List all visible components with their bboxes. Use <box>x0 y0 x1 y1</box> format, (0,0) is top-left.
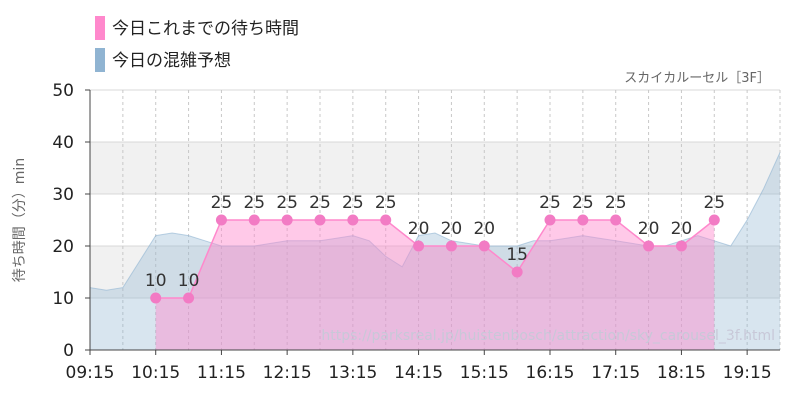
source-annotation: https://parksreal.jp/huistenbosch/attrac… <box>321 328 775 344</box>
data-point <box>675 240 687 252</box>
x-tick-label: 19:15 <box>723 363 772 383</box>
legend-swatch <box>95 48 105 72</box>
legend-swatch <box>95 16 105 40</box>
data-label: 25 <box>276 193 298 213</box>
data-label: 20 <box>671 219 693 239</box>
data-label: 20 <box>408 219 430 239</box>
data-point <box>708 214 720 226</box>
data-point <box>577 214 589 226</box>
data-point <box>478 240 490 252</box>
x-tick-label: 13:15 <box>328 363 377 383</box>
data-point <box>511 266 523 278</box>
y-tick-label: 0 <box>63 341 74 361</box>
x-tick-label: 15:15 <box>460 363 509 383</box>
data-point <box>610 214 622 226</box>
data-label: 25 <box>375 193 397 213</box>
series-forecast-area <box>90 152 780 350</box>
y-tick-label: 30 <box>52 185 74 205</box>
grid-band-1 <box>90 142 780 194</box>
y-tick-label: 50 <box>52 81 74 101</box>
data-label: 25 <box>243 193 265 213</box>
x-tick-label: 11:15 <box>197 363 246 383</box>
data-label: 25 <box>342 193 364 213</box>
data-point <box>347 214 359 226</box>
legend-label: 今日これまでの待ち時間 <box>112 19 299 39</box>
data-point <box>150 292 162 304</box>
data-point <box>445 240 457 252</box>
x-tick-label: 14:15 <box>394 363 443 383</box>
data-label: 20 <box>441 219 463 239</box>
legend-label: 今日の混雑予想 <box>112 51 231 71</box>
x-tick-label: 18:15 <box>657 363 706 383</box>
data-point <box>248 214 260 226</box>
grid-band-0 <box>90 246 780 298</box>
data-label: 25 <box>309 193 331 213</box>
data-label: 20 <box>473 219 495 239</box>
data-label: 25 <box>572 193 594 213</box>
data-point <box>215 214 227 226</box>
data-label: 15 <box>506 245 528 265</box>
x-tick-label: 17:15 <box>591 363 640 383</box>
y-tick-label: 10 <box>52 289 74 309</box>
x-tick-label: 16:15 <box>526 363 575 383</box>
data-point <box>413 240 425 252</box>
y-tick-label: 20 <box>52 237 74 257</box>
chart-subtitle: スカイカルーセル［3F］ <box>624 71 770 86</box>
data-point <box>314 214 326 226</box>
x-tick-label: 10:15 <box>131 363 180 383</box>
data-label: 25 <box>703 193 725 213</box>
y-tick-label: 40 <box>52 133 74 153</box>
data-point <box>544 214 556 226</box>
data-label: 10 <box>145 271 167 291</box>
data-point <box>183 292 195 304</box>
x-tick-label: 09:15 <box>66 363 115 383</box>
data-label: 25 <box>605 193 627 213</box>
data-point <box>281 214 293 226</box>
data-label: 25 <box>211 193 233 213</box>
data-point <box>643 240 655 252</box>
data-label: 25 <box>539 193 561 213</box>
data-label: 20 <box>638 219 660 239</box>
x-tick-label: 12:15 <box>263 363 312 383</box>
y-axis-label: 待ち時間（分）min <box>12 158 28 282</box>
data-label: 10 <box>178 271 200 291</box>
series-actual-area <box>155 220 715 350</box>
data-point <box>380 214 392 226</box>
